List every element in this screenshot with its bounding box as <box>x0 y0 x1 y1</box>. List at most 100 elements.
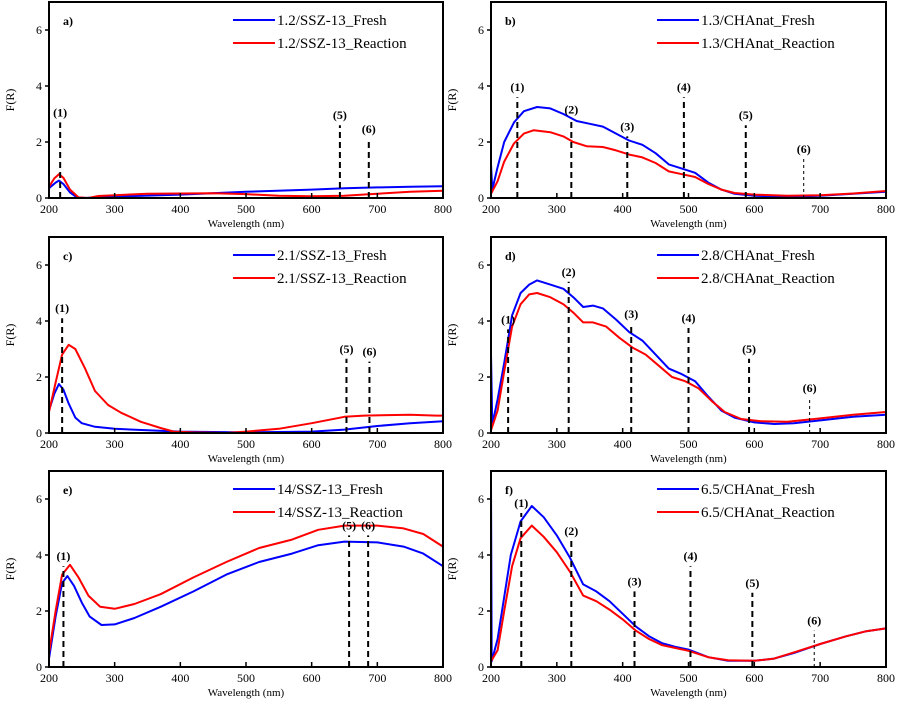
marker-label: (3) <box>628 574 642 588</box>
x-axis-label: Wavelength (nm) <box>208 687 285 699</box>
marker-label: (5) <box>745 576 759 590</box>
x-tick-label: 200 <box>40 671 58 685</box>
y-axis-label: F(R) <box>3 558 17 581</box>
x-axis-label: Wavelength (nm) <box>650 453 727 465</box>
marker-label: (2) <box>564 524 578 538</box>
x-tick-label: 300 <box>548 437 566 451</box>
chart-panel-a: (1) (5) (6) 200 300 400 500 600 700 800 0 2 4 6 Wavele… <box>3 1 452 230</box>
x-tick-label: 700 <box>811 202 829 216</box>
plot-frame <box>48 1 444 199</box>
y-tick-label: 0 <box>36 191 42 205</box>
x-tick-label: 200 <box>40 202 58 216</box>
x-tick-label: 600 <box>303 671 321 685</box>
series-line-fresh <box>490 279 887 426</box>
x-tick-label: 700 <box>368 437 386 451</box>
x-tick-label: 700 <box>368 202 386 216</box>
chart-panel-e: (1) (5) (6) 200 300 400 500 600 700 800 0 2 4 6 Wavele… <box>3 470 452 699</box>
panel-label: e) <box>63 483 72 497</box>
legend-entry: 14/SSZ-13_Fresh <box>277 482 383 498</box>
x-axis-label: Wavelength (nm) <box>208 218 285 230</box>
chart-panel-d: (1) (2) (3) (4) (5) (6) 200 300 400 500 600 700 800 0… <box>445 236 895 465</box>
y-tick-label: 0 <box>36 426 42 440</box>
x-tick-label: 600 <box>745 202 763 216</box>
series-line-reaction <box>48 524 444 654</box>
marker-label: (6) <box>797 142 811 156</box>
y-tick-label: 4 <box>478 548 484 562</box>
y-axis-label: F(R) <box>445 89 459 112</box>
plot-frame <box>490 1 887 199</box>
x-axis-label: Wavelength (nm) <box>650 687 727 699</box>
legend-entry: 1.2/SSZ-13_Fresh <box>277 13 387 29</box>
x-tick-label: 400 <box>171 202 189 216</box>
plot-frame <box>490 470 887 668</box>
x-tick-label: 300 <box>548 671 566 685</box>
x-tick-label: 700 <box>368 671 386 685</box>
y-tick-label: 2 <box>478 370 484 384</box>
x-tick-label: 600 <box>303 202 321 216</box>
y-tick-label: 6 <box>36 23 42 37</box>
y-tick-label: 4 <box>36 548 42 562</box>
y-tick-label: 0 <box>478 660 484 674</box>
panel-label: a) <box>63 14 73 28</box>
y-tick-label: 4 <box>478 314 484 328</box>
x-tick-label: 800 <box>434 671 452 685</box>
series-line-fresh <box>490 106 887 198</box>
marker-label: (1) <box>510 80 524 94</box>
x-tick-label: 500 <box>237 202 255 216</box>
legend-entry: 2.1/SSZ-13_Reaction <box>277 271 407 287</box>
x-tick-label: 400 <box>614 671 632 685</box>
legend-entry: 2.8/CHAnat_Reaction <box>701 271 835 287</box>
y-tick-label: 4 <box>36 79 42 93</box>
x-tick-label: 400 <box>171 671 189 685</box>
y-tick-label: 0 <box>478 191 484 205</box>
y-tick-label: 0 <box>478 426 484 440</box>
y-axis-label: F(R) <box>3 89 17 112</box>
series-line-reaction <box>490 292 887 431</box>
marker-label: (5) <box>342 518 356 532</box>
series-line-reaction <box>490 524 887 662</box>
y-tick-label: 6 <box>478 23 484 37</box>
marker-label: (5) <box>339 342 353 356</box>
y-tick-label: 0 <box>36 660 42 674</box>
y-tick-label: 2 <box>36 370 42 384</box>
marker-label: (6) <box>362 122 376 136</box>
series-line-reaction <box>48 343 443 434</box>
marker-label: (2) <box>562 265 576 279</box>
series-line-reaction <box>490 129 887 197</box>
x-tick-label: 400 <box>614 202 632 216</box>
y-tick-label: 4 <box>478 79 484 93</box>
y-axis-label: F(R) <box>3 324 17 347</box>
x-tick-label: 700 <box>811 437 829 451</box>
x-tick-label: 500 <box>237 437 255 451</box>
legend-entry: 2.1/SSZ-13_Fresh <box>277 248 387 264</box>
y-tick-label: 2 <box>478 135 484 149</box>
x-tick-label: 200 <box>482 202 500 216</box>
marker-label: (2) <box>564 103 578 117</box>
x-axis-label: Wavelength (nm) <box>208 453 285 465</box>
x-tick-label: 500 <box>680 437 698 451</box>
x-tick-label: 400 <box>614 437 632 451</box>
y-tick-label: 6 <box>478 492 484 506</box>
y-tick-label: 2 <box>36 604 42 618</box>
y-tick-label: 2 <box>478 604 484 618</box>
panel-label: c) <box>63 249 72 263</box>
x-tick-label: 800 <box>434 437 452 451</box>
marker-label: (1) <box>514 496 528 510</box>
marker-label: (1) <box>56 549 70 563</box>
x-tick-label: 300 <box>548 202 566 216</box>
plot-frame <box>490 236 887 434</box>
y-tick-label: 4 <box>36 314 42 328</box>
legend-entry: 1.2/SSZ-13_Reaction <box>277 36 407 52</box>
panel-label: b) <box>505 14 516 28</box>
x-tick-label: 300 <box>106 437 124 451</box>
marker-label: (6) <box>362 345 376 359</box>
marker-label: (3) <box>624 307 638 321</box>
marker-label: (4) <box>682 311 696 325</box>
x-tick-label: 800 <box>434 202 452 216</box>
x-tick-label: 800 <box>877 671 895 685</box>
marker-label: (6) <box>807 614 821 628</box>
series-line-fresh <box>48 383 444 434</box>
x-tick-label: 600 <box>303 437 321 451</box>
y-tick-label: 2 <box>36 135 42 149</box>
